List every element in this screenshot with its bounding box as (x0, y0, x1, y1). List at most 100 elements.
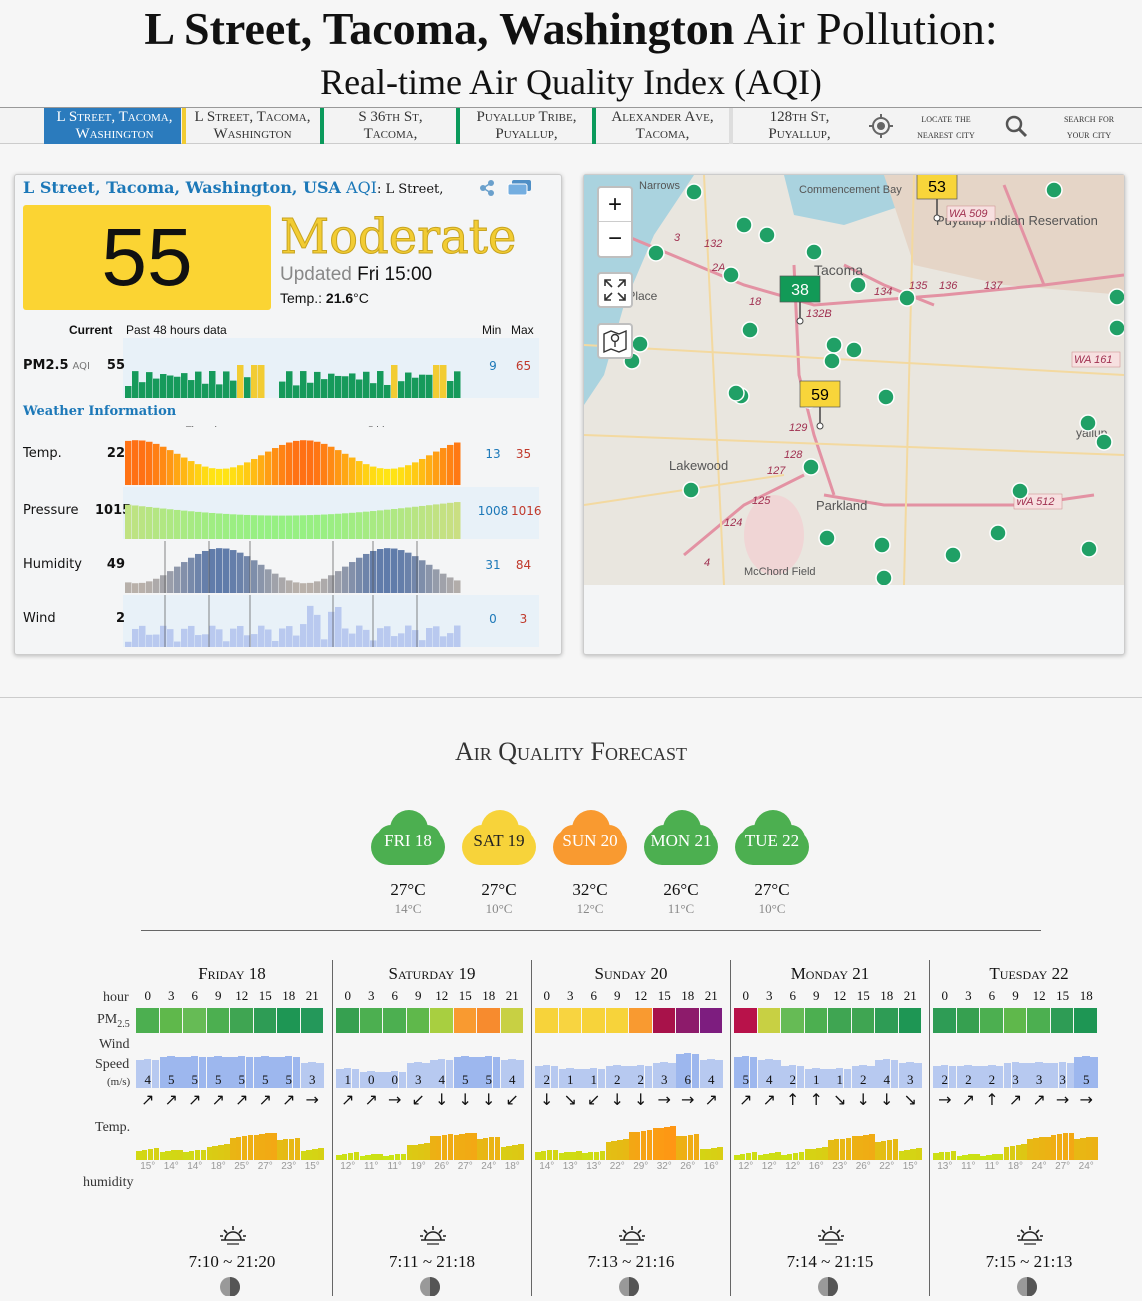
history-bar (447, 444, 454, 485)
temp-bar (224, 1144, 230, 1160)
history-bar (216, 384, 223, 398)
map-route-label: 136 (939, 280, 958, 292)
history-bar (202, 383, 209, 398)
history-bar (405, 465, 412, 485)
temp-bar (518, 1144, 524, 1160)
wind-bar (1035, 1062, 1043, 1088)
map-station-dot[interactable] (647, 244, 665, 262)
map-station-dot[interactable] (823, 352, 841, 370)
station-tab-4[interactable]: Puyallup Tribe, Puyallup, (456, 108, 593, 144)
map-station-dot[interactable] (722, 266, 740, 284)
updated-time: Updated Fri 15:00 (280, 264, 432, 286)
map-station-dot[interactable] (873, 536, 891, 554)
map-layer-button[interactable] (597, 323, 633, 359)
station-tab-line2: Tacoma, (363, 126, 418, 142)
temp-bar (880, 1140, 887, 1160)
map-station-dot[interactable] (685, 183, 703, 201)
map-station-dot[interactable] (802, 458, 820, 476)
forecast-day-cloud[interactable]: SAT 19 (460, 807, 538, 867)
wind-bar (629, 1066, 637, 1088)
map-station-dot[interactable] (898, 289, 916, 307)
wind-bar (582, 1069, 590, 1088)
temp-bar (412, 1144, 418, 1160)
forecast-day-cloud[interactable]: MON 21 (642, 807, 720, 867)
zoom-out-button[interactable]: − (607, 225, 622, 252)
map-station-dot[interactable] (1108, 319, 1124, 337)
history-bar (244, 514, 251, 539)
history-bar (265, 451, 272, 485)
history-row-max: 65 (515, 359, 532, 373)
temp-value: 26° (434, 1161, 450, 1172)
history-bar (321, 443, 328, 485)
map-aqi-marker[interactable] (799, 380, 841, 408)
hour-cell: 12 (235, 988, 249, 1003)
map-station-dot[interactable] (845, 341, 863, 359)
map-station-dot[interactable] (1080, 540, 1098, 558)
hour-cell: 21 (505, 988, 519, 1003)
cloud-icon (462, 810, 536, 865)
forecast-day-cloud[interactable]: FRI 18 (369, 807, 447, 867)
pm-forecast-cell (253, 1008, 276, 1033)
wind-bar (430, 1060, 438, 1088)
temp-bar (757, 1154, 764, 1160)
map-station-dot[interactable] (849, 276, 867, 294)
forecast-title: Air Quality Forecast (454, 737, 687, 766)
history-bar (174, 566, 181, 593)
zoom-in-button[interactable]: + (599, 188, 631, 222)
history-bar (293, 440, 300, 485)
hour-cell: 21 (704, 988, 718, 1003)
map-station-dot[interactable] (727, 384, 745, 402)
search-button[interactable]: search for your city (1002, 108, 1140, 144)
temp-bar (277, 1140, 283, 1160)
station-tab-1[interactable]: L Street, Tacoma, Washington (44, 108, 181, 144)
map-station-dot[interactable] (1011, 482, 1029, 500)
share-icon[interactable] (477, 179, 497, 197)
wind-bar (676, 1054, 684, 1088)
hour-cell: 12 (634, 988, 648, 1003)
history-bar (349, 562, 356, 593)
station-tab-5[interactable]: Alexander Ave, Tacoma, (592, 108, 729, 144)
map-station-dot[interactable] (818, 529, 836, 547)
map-station-dot[interactable] (1045, 181, 1063, 199)
station-tab-3[interactable]: S 36th St, Tacoma, (320, 108, 457, 144)
map-station-dot[interactable] (682, 481, 700, 499)
map-station-dot[interactable] (1108, 288, 1124, 306)
history-bar (202, 512, 209, 539)
map-station-dot[interactable] (1095, 433, 1113, 451)
temp-forecast-row (933, 1120, 1098, 1160)
history-bar (160, 575, 167, 593)
map-station-dot[interactable] (1079, 414, 1097, 432)
history-bar (363, 464, 370, 485)
map-station-dot[interactable] (631, 335, 649, 353)
forecast-day-cloud[interactable]: TUE 22 (733, 807, 811, 867)
history-bar (335, 450, 342, 485)
station-tab-6[interactable]: 128th St, Puyallup, (729, 108, 866, 144)
map-station-dot[interactable] (758, 226, 776, 244)
locate-button[interactable]: locate the nearest city (866, 108, 996, 144)
map-station-dot[interactable] (805, 243, 823, 261)
history-bar (139, 382, 146, 398)
widget-icon[interactable] (507, 179, 533, 197)
map-station-dot[interactable] (741, 321, 759, 339)
forecast-day-cloud[interactable]: SUN 20 (551, 807, 629, 867)
map-station-dot[interactable] (877, 388, 895, 406)
map-station-dot[interactable] (735, 216, 753, 234)
map-station-dot[interactable] (825, 336, 843, 354)
history-bar (265, 515, 272, 539)
map-station-dot[interactable] (989, 524, 1007, 542)
map-station-dot[interactable] (944, 546, 962, 564)
history-bar (146, 441, 153, 485)
temp-bar (383, 1155, 389, 1160)
fullscreen-button[interactable] (597, 272, 633, 308)
map-station-dot[interactable] (875, 569, 893, 585)
history-bar (251, 365, 258, 398)
temp-bar (980, 1155, 986, 1160)
history-bar (202, 466, 209, 485)
wind-bar (683, 1053, 692, 1088)
temp-bar (1015, 1145, 1022, 1160)
map-highway (683, 473, 805, 557)
station-tab-2[interactable]: L Street, Tacoma, Washington (182, 108, 319, 144)
wind-bar (605, 1066, 614, 1088)
map-aqi-marker[interactable] (779, 275, 821, 303)
